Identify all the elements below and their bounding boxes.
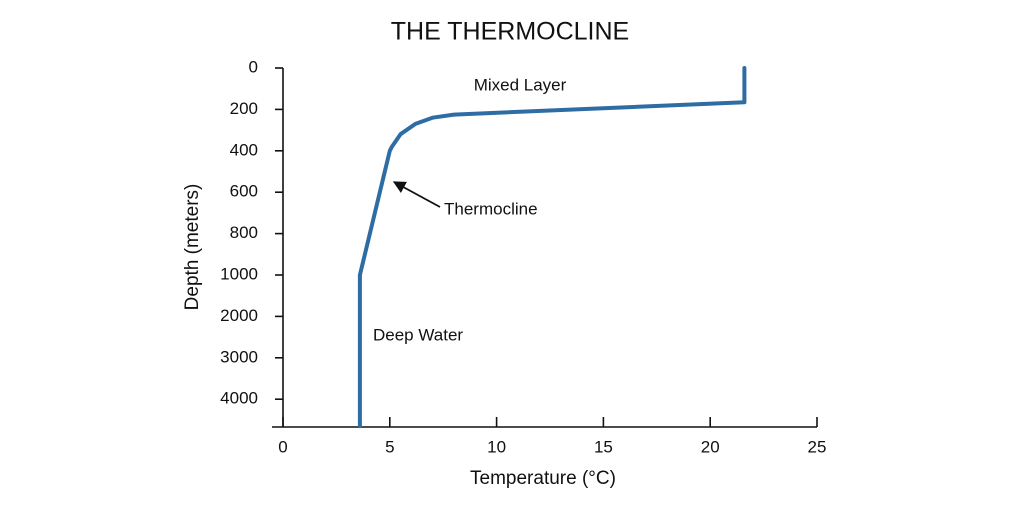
y-tick-label: 0 xyxy=(249,57,258,76)
annotation: Deep Water xyxy=(373,325,463,344)
y-tick-label: 1000 xyxy=(220,264,258,283)
y-tick-label: 400 xyxy=(230,140,258,159)
annotation: Mixed Layer xyxy=(474,75,567,94)
y-axis-label: Depth (meters) xyxy=(182,184,203,311)
x-tick-label: 15 xyxy=(594,437,613,456)
y-tick-label: 2000 xyxy=(220,306,258,325)
x-tick-label: 20 xyxy=(701,437,720,456)
data-line xyxy=(357,66,747,429)
y-tick-label: 3000 xyxy=(220,347,258,366)
y-tick-label: 4000 xyxy=(220,389,258,408)
annotation: Thermocline xyxy=(444,199,538,218)
y-tick-label: 200 xyxy=(230,99,258,118)
chart-title: THE THERMOCLINE xyxy=(391,18,629,46)
y-tick-label: 600 xyxy=(230,182,258,201)
x-axis-label: Temperature (°C) xyxy=(470,468,616,489)
x-tick-label: 0 xyxy=(278,437,287,456)
x-tick-label: 5 xyxy=(385,437,394,456)
x-tick-label: 25 xyxy=(808,437,827,456)
annotation-arrow xyxy=(392,181,441,208)
x-tick-label: 10 xyxy=(487,437,506,456)
y-tick-label: 800 xyxy=(230,223,258,242)
